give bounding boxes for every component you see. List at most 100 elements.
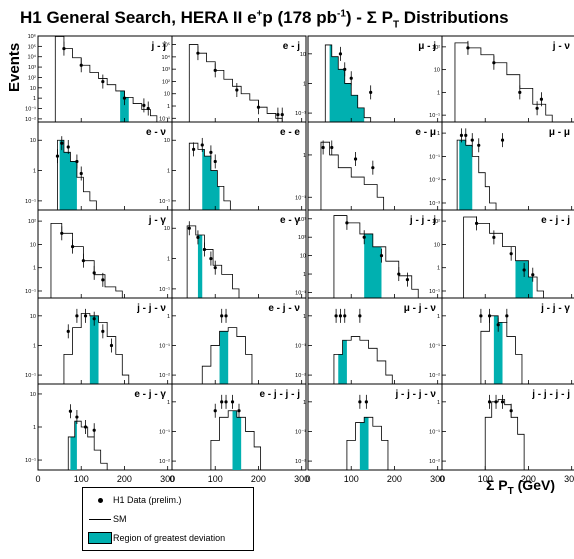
y-tick-label: 10 [30, 392, 36, 398]
sm-line [54, 36, 158, 122]
y-tick-label: 10⁵ [28, 43, 36, 50]
y-tick-label: 1 [33, 169, 36, 175]
data-point [213, 159, 217, 164]
y-tick-label: 10³ [162, 67, 170, 73]
data-point [70, 245, 75, 249]
y-tick-label: 10⁻¹ [25, 199, 36, 205]
sm-line [480, 315, 523, 384]
y-tick-label: 10⁻¹ [295, 195, 306, 201]
y-tick-label: 10⁻¹ [429, 343, 440, 349]
y-tick-label: 10⁻¹ [429, 154, 440, 160]
x-tick-label: 300 [294, 474, 309, 484]
y-tick-label: 10⁻¹ [295, 290, 306, 296]
y-tick-label: 10² [162, 79, 170, 85]
data-point [397, 272, 401, 276]
y-tick-label: 10⁻¹ [25, 107, 36, 113]
panel-j-j: 10⁻² 10⁻¹ 1 10 10² 10³ 10⁴ 10⁵ 10⁶ j - j [25, 33, 173, 123]
region-fill [202, 149, 220, 210]
y-tick-label: 10 [300, 254, 306, 260]
y-tick-label: 10 [434, 242, 440, 248]
y-tick-label: 10⁻¹ [295, 429, 306, 435]
sm-line [201, 327, 253, 384]
legend-label-region: Region of greatest deviation [113, 533, 226, 543]
data-point [230, 400, 235, 404]
y-tick-label: 1 [33, 266, 36, 272]
y-tick-label: 10⁵ [162, 42, 170, 49]
data-point [92, 317, 96, 321]
sm-line [63, 313, 130, 384]
y-tick-label: 10⁻¹ [159, 343, 170, 349]
region-fill [359, 417, 369, 470]
data-point [220, 400, 224, 404]
panel-j-j-j-j: 10⁻² 10⁻¹ 1 j - j - j - j [429, 383, 574, 471]
y-tick-label: 10⁻² [429, 459, 440, 465]
data-point [505, 314, 509, 318]
x-tick-label: 200 [521, 474, 536, 484]
channel-label: e - j - j - j [259, 389, 300, 400]
data-point [535, 106, 539, 110]
legend-item-region: Region of greatest deviation [83, 530, 225, 546]
y-tick-label: 10⁴ [162, 54, 171, 61]
channel-label: e - j - ν [268, 303, 300, 314]
panel-j-j-ν: 10⁻¹ 1 10 j - j - ν [25, 297, 173, 385]
channel-label: j - j - ν [136, 303, 166, 314]
data-point [479, 314, 483, 318]
y-tick-label: 10⁻¹ [159, 199, 170, 205]
y-tick-label: 10⁻¹ [429, 429, 440, 435]
data-point [256, 105, 261, 109]
x-tick-label: 0 [35, 474, 40, 484]
y-tick-label: 10⁶ [28, 33, 36, 40]
region-fill [70, 421, 77, 470]
sm-line [57, 139, 97, 210]
sm-line [484, 399, 525, 470]
channel-label: j - j [151, 41, 167, 52]
y-tick-label: 10 [30, 314, 36, 320]
sm-line [454, 42, 553, 122]
data-point [79, 171, 83, 176]
y-tick-label: 1 [167, 314, 170, 320]
channel-label: e - e [280, 127, 300, 138]
x-tick-label: 200 [117, 474, 132, 484]
region-fill [89, 315, 99, 384]
data-point [66, 329, 70, 333]
data-point [334, 314, 338, 318]
legend-item-data: H1 Data (prelim.) [83, 492, 182, 508]
y-tick-label: 10⁻² [159, 373, 170, 379]
channel-label: e - ν [146, 127, 166, 138]
legend: H1 Data (prelim.) SM Region of greatest … [82, 487, 254, 551]
y-tick-label: 10 [30, 242, 36, 248]
y-tick-label: 10⁻¹ [429, 113, 440, 119]
y-tick-label: 10⁻¹ [25, 458, 36, 464]
data-point [362, 235, 366, 239]
panel-μ-j-ν: 10⁻²10⁻¹1μ - j - ν [295, 297, 443, 385]
y-tick-label: 1 [167, 169, 170, 175]
y-tick-label: 10 [164, 226, 170, 232]
y-tick-label: 1 [303, 314, 306, 320]
region-fill [219, 331, 229, 384]
channel-label: j - j - j [409, 215, 436, 226]
channel-label: e - j - γ [134, 389, 166, 400]
y-tick-label: 10 [30, 138, 36, 144]
region-fill [364, 233, 382, 298]
y-tick-label: 1 [437, 266, 440, 272]
channel-label: e - μ [415, 127, 436, 138]
data-point [62, 47, 66, 51]
data-point [345, 221, 349, 225]
y-tick-label: 1 [437, 90, 440, 96]
channel-label: μ - j [418, 41, 436, 52]
panel-e-j-ν: 10⁻²10⁻¹1e - j - ν [159, 297, 307, 385]
data-point [459, 133, 464, 137]
data-point [338, 314, 343, 318]
channel-label: e - j - j [541, 215, 570, 226]
y-tick-label: 10⁻² [295, 373, 306, 379]
panel-frame [441, 383, 574, 471]
data-point [101, 278, 105, 282]
data-point [101, 79, 105, 84]
data-point [66, 145, 70, 149]
data-point [83, 314, 88, 318]
y-tick-label: 10² [28, 219, 36, 225]
line-icon [89, 518, 111, 520]
data-point [330, 145, 334, 150]
data-point [122, 96, 127, 100]
sm-line [333, 336, 393, 384]
